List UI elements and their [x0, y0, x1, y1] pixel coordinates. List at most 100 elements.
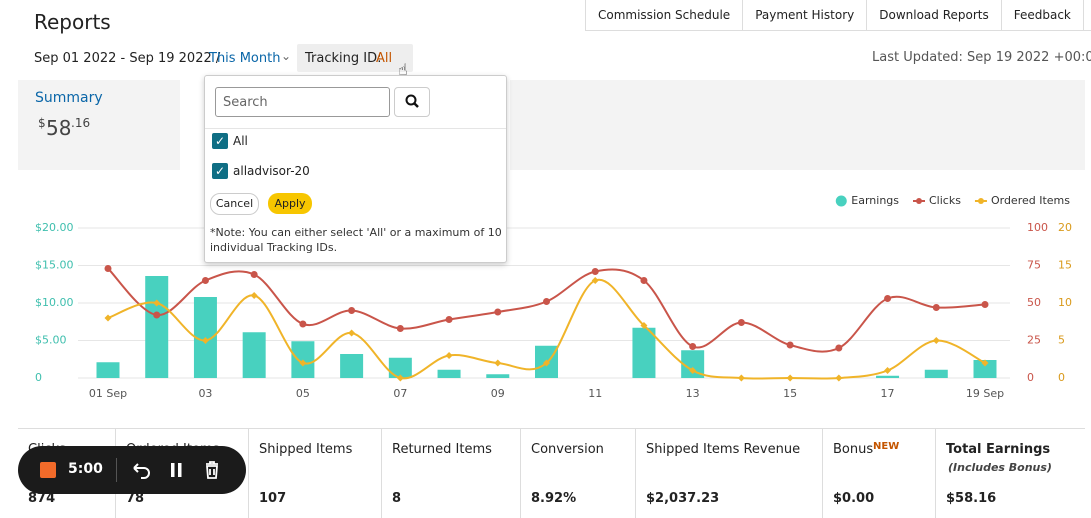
- point: [153, 311, 161, 319]
- note: *Note: You can either select 'All' or a …: [210, 226, 502, 254]
- point: [640, 277, 648, 284]
- nav-item[interactable]: Payment History: [743, 0, 868, 30]
- point: [201, 337, 209, 344]
- metric-value: $0.00: [833, 491, 875, 506]
- point: [250, 292, 258, 299]
- metric-column: Conversion 8.92%: [520, 429, 636, 518]
- bar: [973, 360, 997, 378]
- search-input[interactable]: Search: [223, 95, 268, 110]
- x-tick-label: 17: [881, 387, 895, 400]
- metric-label: Total Earnings: [946, 442, 1051, 457]
- search-button[interactable]: [394, 87, 430, 117]
- point: [104, 265, 112, 272]
- metric-label: Returned Items: [392, 442, 492, 457]
- metric-column: Returned Items 8: [381, 429, 521, 518]
- point: [445, 352, 453, 359]
- bar: [145, 276, 169, 378]
- metric-value: $58.16: [946, 491, 997, 506]
- legend-marker: [835, 195, 847, 207]
- tick-label: $10.00: [35, 296, 74, 309]
- legend-marker: [916, 198, 922, 204]
- x-tick-label: 13: [686, 387, 700, 400]
- tick-label: $5.00: [35, 334, 67, 347]
- point: [396, 325, 404, 332]
- stop-button[interactable]: [40, 462, 56, 478]
- metric-label: Shipped Items: [259, 442, 353, 457]
- point: [786, 374, 794, 382]
- metric-label: Bonus: [833, 442, 874, 457]
- recorder-controls[interactable]: [130, 458, 230, 482]
- tracking-button[interactable]: [297, 44, 413, 72]
- recorder-time: 5:00: [68, 461, 103, 477]
- point: [932, 337, 940, 344]
- metric-badge: NEW: [873, 441, 900, 452]
- tracking-label: Tracking ID:: [305, 51, 382, 66]
- tick-label: 10: [1058, 296, 1072, 309]
- nav-item[interactable]: Feedback: [1002, 0, 1084, 30]
- metric-sublabel: (Includes Bonus): [948, 461, 1052, 474]
- metric-label: Shipped Items Revenue: [646, 442, 801, 457]
- bar: [632, 327, 656, 378]
- summary-currency: $: [38, 116, 46, 130]
- tick-label: 100: [1027, 221, 1048, 234]
- x-tick-label: 07: [393, 387, 407, 400]
- metric-value: 874: [28, 491, 56, 506]
- point: [348, 329, 356, 337]
- bar: [924, 369, 948, 378]
- bar: [340, 354, 364, 378]
- point: [396, 374, 404, 382]
- legend-label: Ordered Items: [991, 194, 1070, 207]
- point: [250, 271, 258, 278]
- cancel-button[interactable]: Cancel: [210, 193, 259, 215]
- bar: [242, 332, 266, 378]
- tick-label: 0: [35, 371, 42, 384]
- point: [689, 367, 697, 374]
- point: [299, 320, 307, 328]
- point: [835, 344, 843, 352]
- point: [835, 374, 843, 382]
- summary-tab[interactable]: Summary: [35, 90, 103, 106]
- checkbox[interactable]: ✓: [212, 163, 228, 179]
- tick-label: 0: [1058, 371, 1065, 384]
- metric-value: 107: [259, 491, 287, 506]
- summary-whole: 58: [46, 116, 72, 140]
- point: [494, 359, 502, 367]
- summary-cents: .16: [71, 116, 91, 130]
- point: [981, 359, 989, 367]
- metric-label: Conversion: [531, 442, 604, 457]
- point: [153, 299, 161, 307]
- bar: [437, 369, 461, 378]
- tick-label: 5: [1058, 334, 1065, 347]
- metric-value: 8.92%: [531, 491, 577, 506]
- nav-item[interactable]: Download Reports: [867, 0, 1002, 30]
- legend-marker: [977, 198, 984, 204]
- nav-item[interactable]: Commission Schedule: [586, 0, 744, 30]
- checkbox[interactable]: ✓: [212, 133, 228, 149]
- chart: 0$5.00$10.00$15.00$20.000255075100051015…: [35, 194, 1072, 400]
- chevron: ⌄: [281, 49, 292, 63]
- line: [107, 267, 986, 353]
- point: [494, 308, 502, 316]
- tracking-value[interactable]: All: [376, 51, 393, 66]
- bar: [681, 350, 705, 378]
- metric-column: Shipped Items 107: [248, 429, 382, 518]
- metric-value: 78: [126, 491, 145, 506]
- tick-label: 15: [1058, 259, 1072, 272]
- last-updated: Last Updated: Sep 19 2022 +00:00: [872, 50, 1091, 65]
- bar: [388, 357, 412, 378]
- metric-value: 8: [392, 491, 402, 506]
- point: [299, 359, 307, 367]
- period-link[interactable]: This Month: [209, 51, 281, 66]
- search-icon: [405, 94, 419, 108]
- point: [104, 314, 112, 322]
- metric-value: $2,037.23: [646, 491, 720, 506]
- x-tick-label: 11: [588, 387, 602, 400]
- tracking-dropdown: Search ✓ All ✓ alladvisor-20 Cancel Apply *…: [204, 75, 507, 263]
- tick-label: $20.00: [35, 221, 74, 234]
- legend-label: Earnings: [851, 194, 899, 207]
- nav: Commission Schedule Payment History Downlo…: [585, 0, 1091, 31]
- point: [640, 322, 648, 329]
- metric-column: Total Earnings (Includes Bonus) $58.16: [935, 429, 1086, 518]
- apply-button[interactable]: Apply: [268, 193, 312, 214]
